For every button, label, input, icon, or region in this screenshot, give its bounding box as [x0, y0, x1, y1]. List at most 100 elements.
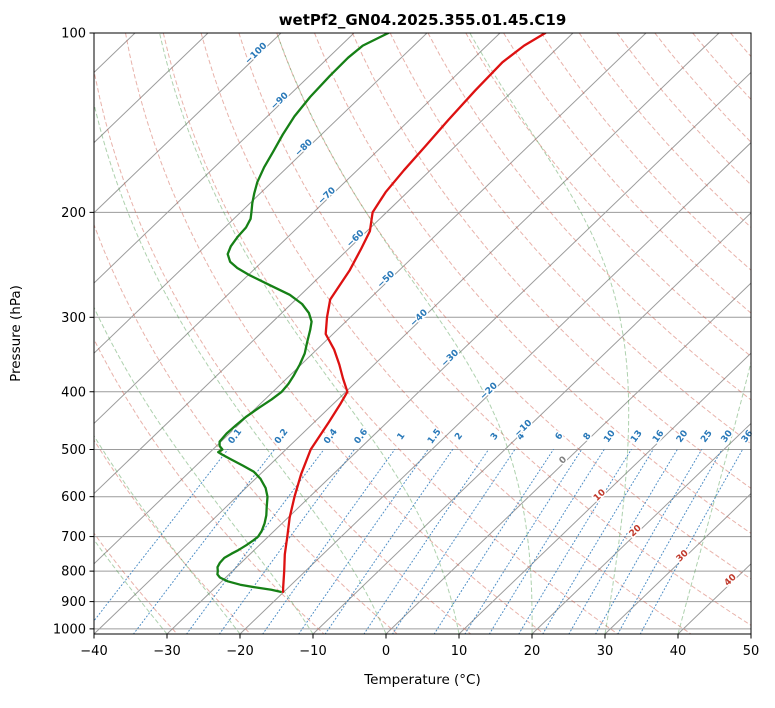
y-tick-label: 200 — [61, 206, 86, 221]
dry-adiabat — [162, 33, 618, 634]
isotherm-lines — [94, 33, 751, 634]
mixing-ratio-lines — [94, 449, 744, 634]
x-axis-ticks: −40 −30 −20 −10 0 10 20 30 40 50 — [80, 634, 759, 659]
dry-adiabat — [238, 33, 751, 626]
mixing-ratio-line — [324, 449, 454, 634]
mixing-ratio-line — [639, 449, 744, 634]
y-axis-label: Pressure (hPa) — [8, 285, 24, 382]
mixing-ratio-label: 8 — [582, 431, 594, 442]
isotherm-label: 30 — [675, 549, 691, 565]
temperature-curve — [281, 33, 547, 594]
moist-adiabat — [94, 101, 387, 634]
isotherm-line — [312, 212, 751, 634]
moist-adiabat — [750, 632, 751, 634]
isotherm-line — [531, 422, 751, 634]
mixing-ratio-label: 0.2 — [273, 427, 290, 446]
isotherm-line — [750, 633, 751, 634]
mixing-ratio-label: 1 — [396, 431, 408, 442]
y-tick-label: 300 — [61, 311, 86, 326]
isotherm-label: 0 — [558, 455, 569, 467]
y-axis-ticks: 100 200 300 400 500 600 700 800 900 1000 — [53, 27, 94, 637]
mixing-ratio-line — [94, 449, 229, 622]
isotherm-label: 40 — [723, 573, 739, 589]
x-tick-label: 40 — [670, 644, 687, 659]
moist-adiabats — [94, 33, 751, 634]
moist-adiabat — [94, 306, 314, 634]
plot-background — [94, 33, 775, 634]
mixing-ratio-line — [133, 449, 275, 634]
profile-curves — [216, 33, 547, 594]
mixing-ratio-label: 2 — [453, 431, 465, 442]
x-tick-label: 10 — [451, 644, 468, 659]
dry-adiabat — [200, 33, 692, 634]
moist-adiabat — [677, 360, 751, 634]
dry-adiabat — [692, 33, 751, 101]
chart-title: wetPf2_GN04.2025.355.01.45.C19 — [279, 11, 567, 29]
dry-adiabat — [276, 33, 751, 580]
dry-adiabat — [389, 33, 751, 445]
x-tick-label: −10 — [299, 644, 326, 659]
y-tick-label: 900 — [61, 595, 86, 610]
dry-adiabat — [351, 33, 751, 489]
mixing-ratio-label: 1.5 — [426, 427, 443, 446]
dry-adiabat — [768, 33, 775, 634]
mixing-ratio-label: 16 — [651, 429, 666, 445]
mixing-ratio-line — [488, 449, 605, 634]
isotherm-line — [458, 352, 751, 634]
dry-adiabat — [654, 33, 751, 143]
isotherm-line — [94, 33, 720, 634]
dry-adiabat — [730, 33, 751, 58]
mixing-ratio-line — [542, 449, 654, 634]
mixing-ratio-label: 0.6 — [353, 427, 370, 446]
x-tick-label: 20 — [524, 644, 541, 659]
mixing-ratio-label: 13 — [629, 429, 644, 445]
isotherm-line — [677, 563, 751, 634]
dry-adiabat — [94, 67, 472, 634]
dewpoint-curve — [216, 33, 390, 594]
mixing-ratio-label: 6 — [554, 431, 566, 442]
isotherm-line — [94, 33, 428, 354]
isotherm-line — [604, 492, 751, 634]
moist-adiabat — [94, 434, 241, 634]
isotherm-label: −70 — [317, 186, 338, 207]
y-tick-label: 500 — [61, 443, 86, 458]
mixing-ratio-line — [433, 449, 554, 634]
dry-adiabat — [94, 439, 251, 634]
mixing-ratio-line — [298, 449, 429, 634]
y-tick-label: 800 — [61, 565, 86, 580]
mixing-ratio-line — [518, 449, 632, 634]
y-tick-label: 100 — [61, 27, 86, 42]
isotherm-label: −50 — [376, 269, 397, 290]
isotherm-label: −90 — [269, 91, 290, 112]
mixing-ratio-label: 30 — [720, 429, 735, 445]
mixing-ratio-label: 20 — [675, 429, 690, 445]
x-tick-label: −20 — [226, 644, 253, 659]
mixing-ratio-line — [617, 449, 723, 634]
isotherm-line — [94, 33, 501, 425]
dry-adiabat — [616, 33, 751, 186]
mixing-ratio-line — [363, 449, 490, 634]
mixing-ratio-line — [262, 449, 396, 634]
y-tick-label: 1000 — [53, 622, 86, 637]
mixing-ratio-label: 25 — [699, 429, 714, 445]
x-tick-label: 0 — [382, 644, 390, 659]
plot-border — [93, 32, 752, 635]
moist-adiabat — [469, 33, 630, 634]
isotherm-line — [94, 33, 282, 214]
isotherm-label: −80 — [294, 138, 315, 159]
mixing-ratio-line — [186, 449, 325, 634]
dry-adiabat — [427, 33, 751, 401]
dry-adiabat — [94, 223, 398, 634]
isotherm-line — [166, 71, 751, 634]
isotherm-label: −30 — [440, 348, 461, 369]
isotherm-label: 10 — [592, 488, 608, 504]
moist-adiabat — [276, 33, 533, 634]
mixing-ratio-label: 0.4 — [322, 427, 339, 446]
x-tick-label: −40 — [80, 644, 107, 659]
mixing-ratio-label: 10 — [602, 429, 617, 445]
pressure-gridlines — [94, 33, 751, 630]
isotherm-line — [385, 282, 751, 634]
mixing-ratio-line — [568, 449, 678, 634]
